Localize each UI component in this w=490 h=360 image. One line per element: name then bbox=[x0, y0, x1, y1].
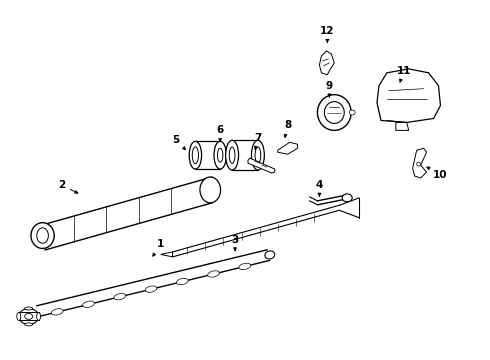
Text: 3: 3 bbox=[231, 234, 239, 251]
Ellipse shape bbox=[31, 223, 54, 248]
Ellipse shape bbox=[324, 102, 344, 123]
Ellipse shape bbox=[208, 271, 220, 277]
Text: 7: 7 bbox=[254, 133, 262, 149]
Ellipse shape bbox=[251, 140, 264, 170]
Ellipse shape bbox=[24, 323, 33, 326]
Polygon shape bbox=[319, 51, 334, 75]
Text: 5: 5 bbox=[172, 135, 186, 150]
Ellipse shape bbox=[239, 263, 251, 270]
Ellipse shape bbox=[349, 110, 355, 115]
Ellipse shape bbox=[17, 312, 21, 320]
Text: 11: 11 bbox=[396, 66, 411, 82]
Ellipse shape bbox=[37, 312, 41, 320]
Ellipse shape bbox=[24, 307, 33, 310]
Text: 2: 2 bbox=[58, 180, 78, 193]
Text: 1: 1 bbox=[153, 239, 164, 256]
Ellipse shape bbox=[226, 140, 239, 170]
Ellipse shape bbox=[255, 147, 261, 163]
Ellipse shape bbox=[342, 194, 352, 202]
Polygon shape bbox=[161, 252, 172, 257]
Text: 10: 10 bbox=[427, 167, 448, 180]
Ellipse shape bbox=[24, 314, 33, 319]
Polygon shape bbox=[278, 142, 297, 154]
Ellipse shape bbox=[176, 278, 188, 285]
Polygon shape bbox=[396, 122, 409, 130]
Ellipse shape bbox=[265, 251, 275, 259]
Polygon shape bbox=[377, 69, 441, 122]
Text: 4: 4 bbox=[316, 180, 323, 196]
Ellipse shape bbox=[114, 293, 125, 300]
Text: 9: 9 bbox=[326, 81, 333, 97]
Ellipse shape bbox=[200, 177, 220, 203]
Ellipse shape bbox=[189, 141, 201, 169]
Ellipse shape bbox=[192, 147, 198, 163]
Ellipse shape bbox=[214, 141, 226, 169]
Ellipse shape bbox=[83, 301, 95, 307]
Polygon shape bbox=[248, 158, 275, 173]
Ellipse shape bbox=[218, 148, 223, 162]
Ellipse shape bbox=[19, 309, 39, 324]
Ellipse shape bbox=[229, 147, 235, 163]
Text: 12: 12 bbox=[320, 26, 335, 42]
Ellipse shape bbox=[51, 309, 63, 315]
Ellipse shape bbox=[318, 95, 351, 130]
Text: 6: 6 bbox=[217, 125, 224, 141]
Ellipse shape bbox=[145, 286, 157, 292]
Polygon shape bbox=[413, 148, 427, 178]
Ellipse shape bbox=[37, 228, 49, 243]
Ellipse shape bbox=[416, 162, 420, 166]
Text: 8: 8 bbox=[284, 121, 291, 137]
